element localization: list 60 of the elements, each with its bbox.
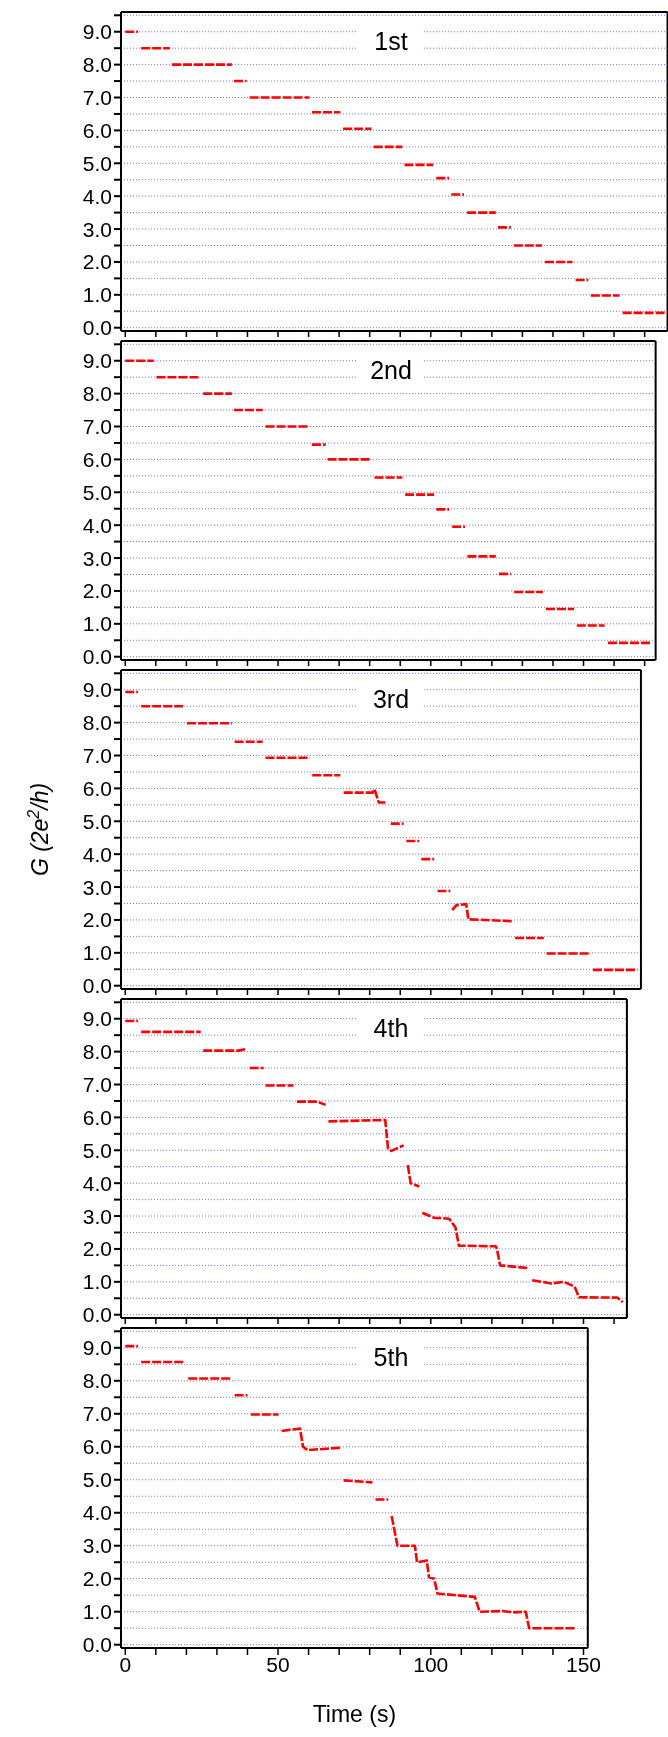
x-tick-label: 100 [413, 1652, 449, 1676]
annotation: 3rd [358, 682, 424, 716]
x-tick-label: 50 [266, 1652, 290, 1676]
y-tick-label: 7.0 [82, 743, 112, 767]
y-tick-label: 3.0 [82, 217, 112, 241]
y-tick-label: 6.0 [82, 447, 112, 471]
y-tick-label: 1.0 [82, 1600, 112, 1624]
x-axis-title: Time (s) [312, 1701, 397, 1727]
y-tick-label: 0.0 [82, 1303, 112, 1327]
y-tick-label: 3.0 [82, 1534, 112, 1558]
y-tick-label: 4.0 [82, 842, 112, 866]
y-tick-label: 9.0 [82, 20, 112, 44]
y-tick-label: 8.0 [82, 1040, 112, 1064]
y-tick-label: 1.0 [82, 283, 112, 307]
y-tick-label: 9.0 [82, 1007, 112, 1031]
y-tick-label: 5.0 [82, 809, 112, 833]
y-tick-label: 3.0 [82, 875, 112, 899]
y-tick-label: 7.0 [82, 85, 112, 109]
y-tick-label: 0.0 [82, 316, 112, 340]
y-tick-label: 4.0 [82, 1171, 112, 1195]
y-tick-label: 6.0 [82, 1435, 112, 1459]
y-tick-label: 3.0 [82, 1204, 112, 1228]
y-tick-label: 9.0 [82, 678, 112, 702]
annotation: 2nd [358, 353, 424, 387]
y-tick-label: 7.0 [82, 1072, 112, 1096]
x-tick-label: 0 [119, 1652, 132, 1676]
x-tick-label: 150 [566, 1652, 602, 1676]
y-tick-label: 4.0 [82, 184, 112, 208]
y-tick-label: 0.0 [82, 645, 112, 669]
y-tick-label: 5.0 [82, 1138, 112, 1162]
y-tick-label: 7.0 [82, 1402, 112, 1426]
y-tick-label: 9.0 [82, 1336, 112, 1360]
y-tick-label: 4.0 [82, 1501, 112, 1525]
y-tick-label: 6.0 [82, 118, 112, 142]
y-tick-label: 2.0 [82, 250, 112, 274]
annotation: 1st [358, 24, 424, 58]
y-tick-label: 1.0 [82, 612, 112, 636]
y-tick-label: 9.0 [82, 349, 112, 373]
y-tick-label: 2.0 [82, 908, 112, 932]
y-tick-label: 2.0 [82, 579, 112, 603]
y-tick-label: 5.0 [82, 151, 112, 175]
annotation: 5th [358, 1340, 424, 1374]
y-tick-label: 2.0 [82, 1567, 112, 1591]
y-tick-label: 1.0 [82, 1270, 112, 1294]
y-tick-label: 5.0 [82, 1468, 112, 1492]
y-tick-label: 1.0 [82, 941, 112, 965]
annotation: 4th [358, 1011, 424, 1045]
y-tick-label: 8.0 [82, 1369, 112, 1393]
y-tick-label: 5.0 [82, 480, 112, 504]
y-tick-label: 0.0 [82, 974, 112, 998]
y-tick-label: 8.0 [82, 711, 112, 735]
y-tick-label: 4.0 [82, 513, 112, 537]
y-tick-label: 6.0 [82, 1105, 112, 1129]
y-tick-label: 3.0 [82, 546, 112, 570]
y-tick-label: 8.0 [82, 53, 112, 77]
y-tick-label: 2.0 [82, 1237, 112, 1261]
y-tick-label: 0.0 [82, 1633, 112, 1657]
y-tick-label: 6.0 [82, 776, 112, 800]
y-tick-label: 8.0 [82, 382, 112, 406]
y-tick-label: 7.0 [82, 414, 112, 438]
